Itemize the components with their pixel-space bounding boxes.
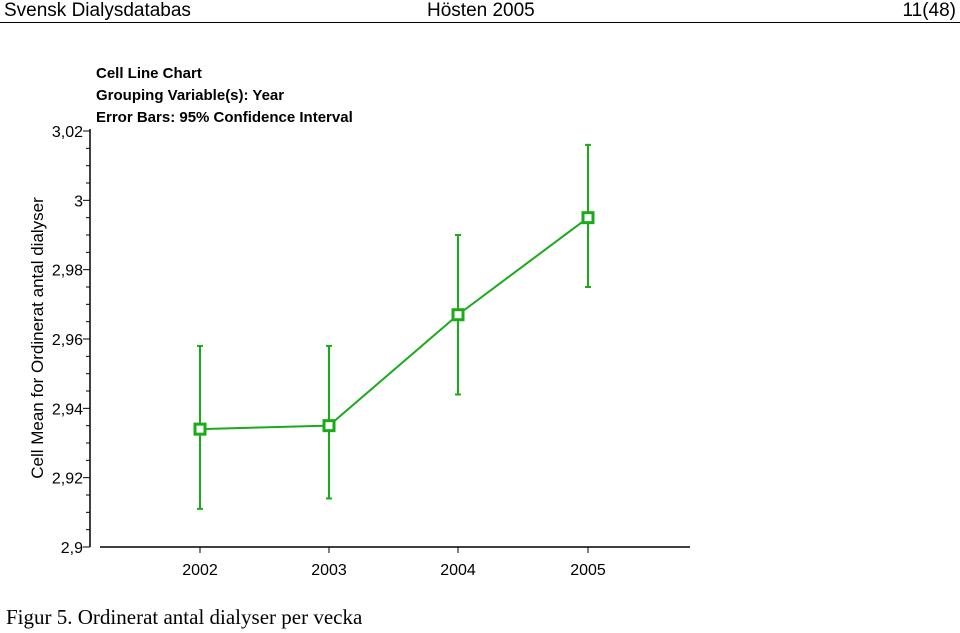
figure-caption: Figur 5. Ordinerat antal dialyser per ve… (6, 605, 363, 629)
y-tick-label: 2,98 (52, 263, 83, 280)
header-period: Hösten 2005 (427, 0, 535, 21)
y-axis-label: Cell Mean for Ordinerat antal dialyser (28, 197, 47, 479)
x-tick-label: 2003 (311, 562, 347, 579)
y-tick-labels: 2,9 2,92 2,94 2,96 2,98 3 3,02 (52, 124, 83, 557)
x-tick-label: 2005 (570, 562, 606, 579)
x-tick-label: 2002 (182, 562, 218, 579)
chart-title-line: Cell Line Chart (96, 65, 202, 82)
header-page-number: 11(48) (902, 0, 956, 21)
data-point (322, 419, 336, 433)
chart-title-line: Grouping Variable(s): Year (96, 87, 284, 104)
data-point (193, 422, 207, 436)
x-tick-labels: 2002 2003 2004 2005 (182, 562, 606, 579)
y-tick-label: 3 (74, 193, 83, 210)
chart-title: Cell Line Chart Grouping Variable(s): Yea… (96, 65, 353, 126)
x-tick-label: 2004 (440, 562, 476, 579)
chart-axes (83, 129, 690, 553)
data-point (581, 211, 595, 225)
series-line (199, 216, 589, 431)
y-tick-label: 2,94 (52, 401, 83, 418)
header-source: Svensk Dialysdatabas (4, 0, 191, 21)
chart-marks (193, 143, 595, 510)
chart-title-line: Error Bars: 95% Confidence Interval (96, 109, 353, 126)
y-tick-label: 2,96 (52, 332, 83, 349)
y-tick-label: 2,9 (61, 540, 83, 557)
y-tick-label: 3,02 (52, 124, 83, 141)
data-point (451, 308, 465, 322)
page-header: Svensk Dialysdatabas Hösten 2005 11(48) (0, 0, 960, 22)
y-tick-label: 2,92 (52, 471, 83, 488)
line-chart: Cell Line Chart Grouping Variable(s): Yea… (28, 65, 690, 579)
header-divider (0, 22, 960, 23)
